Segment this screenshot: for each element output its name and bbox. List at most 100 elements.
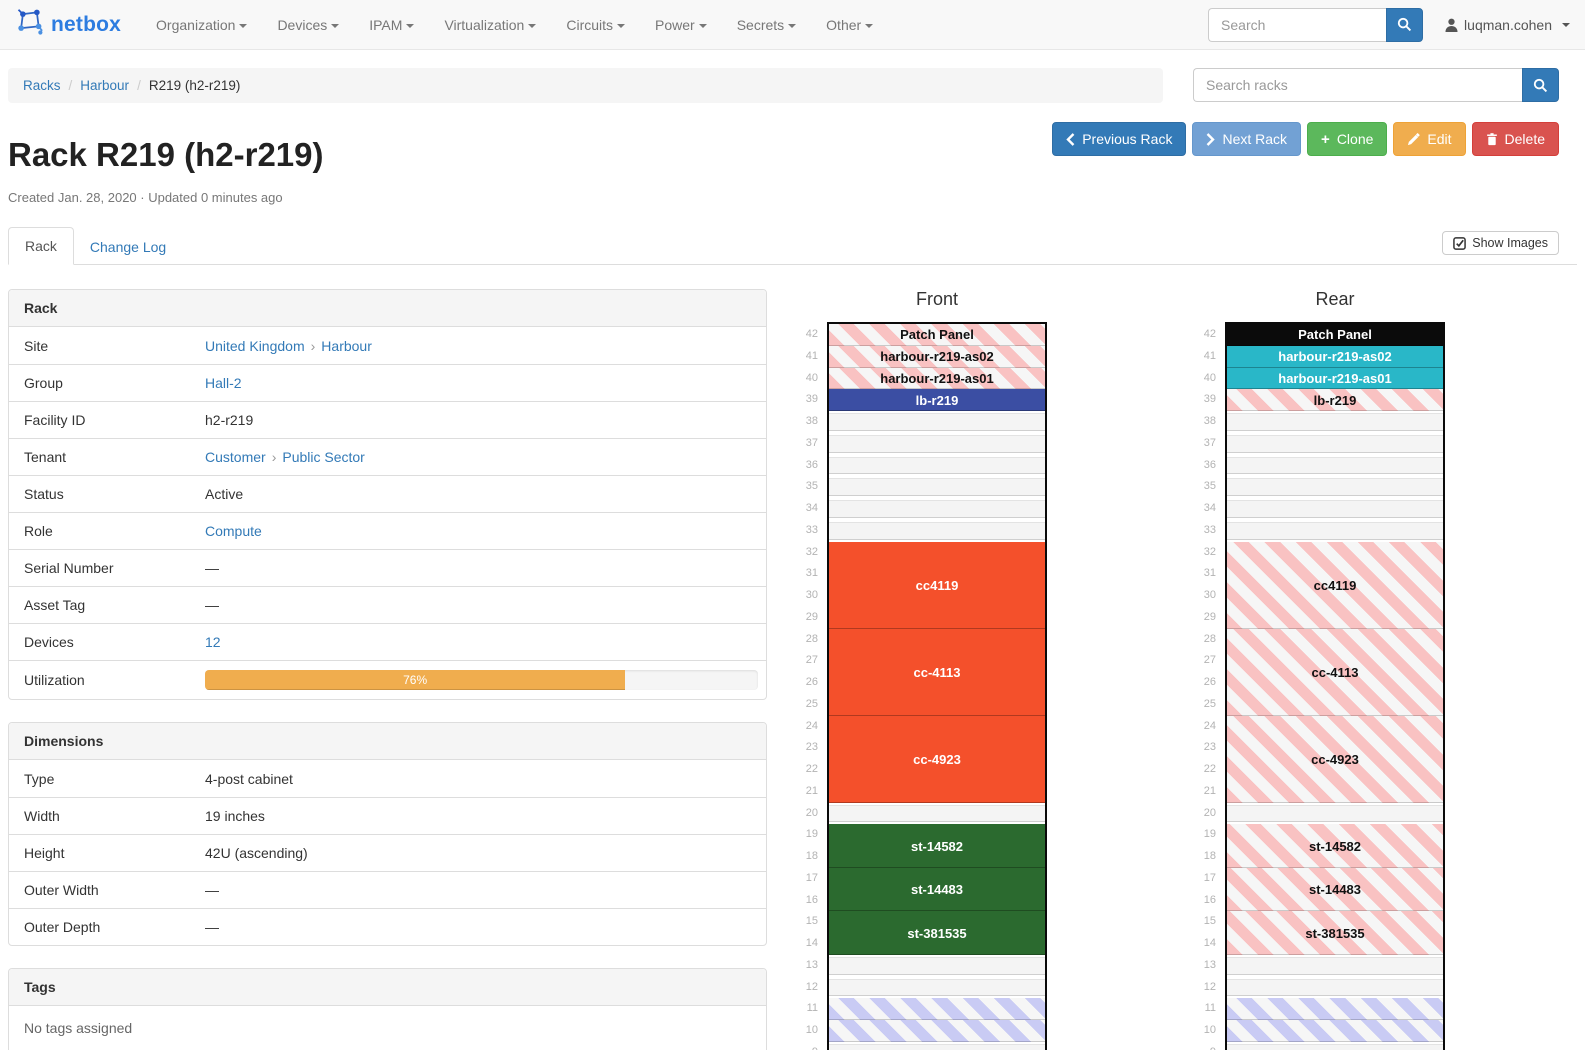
- user-menu[interactable]: luqman.cohen: [1445, 17, 1570, 33]
- rack-unit-reserved-u10[interactable]: [829, 1020, 1045, 1042]
- rack-unit-lb-r219[interactable]: lb-r219: [1227, 389, 1443, 411]
- value-link-public-sector[interactable]: Public Sector: [282, 449, 365, 465]
- rack-unit-st-381535[interactable]: st-381535: [829, 911, 1045, 955]
- rack-unit-harbour-r219-as01[interactable]: harbour-r219-as01: [829, 367, 1045, 390]
- value-link-12[interactable]: 12: [205, 634, 221, 650]
- detail-row-group: Group Hall-2: [9, 364, 766, 401]
- rack-unit-empty-u20[interactable]: [829, 803, 1045, 825]
- breadcrumb-link-harbour[interactable]: Harbour: [80, 78, 130, 93]
- rack-unit-empty-u13[interactable]: [1227, 955, 1443, 977]
- rack-unit-cc-4923[interactable]: cc-4923: [1227, 715, 1443, 803]
- rack-unit-empty-u35[interactable]: [1227, 476, 1443, 498]
- rack-unit-st-381535[interactable]: st-381535: [1227, 911, 1443, 955]
- chevron-down-icon: [331, 23, 340, 28]
- detail-label: Facility ID: [24, 412, 86, 428]
- rack-unit-st-14483[interactable]: st-14483: [829, 867, 1045, 912]
- netbox-logo[interactable]: netbox: [15, 8, 121, 41]
- unit-number: 26: [1203, 676, 1216, 688]
- nav-item-other[interactable]: Other: [811, 0, 888, 50]
- breadcrumb-link-racks[interactable]: Racks: [23, 78, 61, 93]
- unit-number: 12: [805, 980, 818, 993]
- detail-row-outer-width: Outer Width —: [9, 871, 766, 908]
- rack-unit-harbour-r219-as02[interactable]: harbour-r219-as02: [829, 345, 1045, 368]
- rack-unit-harbour-r219-as01[interactable]: harbour-r219-as01: [1227, 367, 1443, 390]
- clone-button[interactable]: + Clone: [1307, 122, 1388, 156]
- value-link-harbour[interactable]: Harbour: [321, 337, 372, 354]
- rack-unit-cc4119[interactable]: cc4119: [1227, 541, 1443, 629]
- rack-unit-empty-u20[interactable]: [1227, 803, 1443, 825]
- rack-unit-st-14483[interactable]: st-14483: [1227, 867, 1443, 912]
- trash-icon: [1486, 132, 1497, 145]
- unit-number: 38: [1203, 415, 1216, 427]
- empty-slot: [1227, 978, 1443, 997]
- nav-item-secrets[interactable]: Secrets: [722, 0, 811, 50]
- unit-number: 22: [805, 763, 818, 775]
- nav-item-organization[interactable]: Organization: [141, 0, 262, 50]
- rack-unit-reserved-u11[interactable]: [829, 998, 1045, 1020]
- unit-number: 25: [805, 697, 818, 710]
- value-text: 42U (ascending): [205, 845, 308, 861]
- rack-unit-empty-u33[interactable]: [1227, 520, 1443, 542]
- unit-number: 23: [805, 741, 818, 754]
- value-link-hall-2[interactable]: Hall-2: [205, 375, 242, 391]
- rack-unit-reserved-u11[interactable]: [1227, 998, 1443, 1020]
- rack-unit-st-14582[interactable]: st-14582: [1227, 824, 1443, 868]
- edit-button[interactable]: Edit: [1393, 122, 1466, 156]
- rack-unit-patch-panel[interactable]: Patch Panel: [1227, 324, 1443, 346]
- unit-number: 30: [1203, 589, 1216, 601]
- rack-unit-empty-u12[interactable]: [1227, 977, 1443, 999]
- rack-unit-harbour-r219-as02[interactable]: harbour-r219-as02: [1227, 345, 1443, 368]
- rack-unit-cc-4113[interactable]: cc-4113: [1227, 628, 1443, 716]
- rack-unit-empty-u34[interactable]: [1227, 498, 1443, 520]
- rack-search-input[interactable]: [1193, 68, 1522, 102]
- tab-change-log[interactable]: Change Log: [89, 239, 167, 255]
- nav-item-power[interactable]: Power: [640, 0, 722, 50]
- empty-slot: [1227, 1043, 1443, 1050]
- rack-unit-empty-u38[interactable]: [829, 411, 1045, 433]
- global-search-input[interactable]: [1208, 7, 1387, 42]
- rack-unit-empty-u37[interactable]: [1227, 433, 1443, 455]
- rack-unit-empty-u37[interactable]: [829, 433, 1045, 455]
- rack-unit-reserved-u10[interactable]: [1227, 1020, 1443, 1042]
- rack-unit-lb-r219[interactable]: lb-r219: [829, 389, 1045, 411]
- rack-unit-label: st-14582: [910, 838, 964, 854]
- rack-unit-empty-u12[interactable]: [829, 977, 1045, 999]
- next-rack-button[interactable]: Next Rack: [1192, 122, 1302, 156]
- rack-unit-empty-u36[interactable]: [829, 455, 1045, 477]
- rack-unit-patch-panel[interactable]: Patch Panel: [829, 324, 1045, 346]
- nav-item-circuits[interactable]: Circuits: [551, 0, 640, 50]
- rack-unit-cc-4113[interactable]: cc-4113: [829, 628, 1045, 716]
- show-images-button[interactable]: Show Images: [1442, 231, 1559, 255]
- value-link-compute[interactable]: Compute: [205, 523, 262, 539]
- rack-unit-empty-u35[interactable]: [829, 476, 1045, 498]
- value-link-customer[interactable]: Customer: [205, 449, 266, 465]
- previous-rack-button[interactable]: Previous Rack: [1052, 122, 1187, 156]
- rack-unit-empty-u34[interactable]: [829, 498, 1045, 520]
- unit-number: 40: [805, 371, 818, 384]
- rack-unit-empty-u9[interactable]: [829, 1042, 1045, 1050]
- unit-number: 14: [1203, 937, 1216, 949]
- unit-number: 10: [805, 1024, 818, 1036]
- detail-label: Outer Width: [24, 882, 99, 898]
- rack-unit-cc4119[interactable]: cc4119: [829, 541, 1045, 629]
- nav-item-devices[interactable]: Devices: [262, 0, 354, 50]
- rack-unit-empty-u9[interactable]: [1227, 1042, 1443, 1050]
- rack-unit-empty-u13[interactable]: [829, 955, 1045, 977]
- tab-rack[interactable]: Rack: [8, 227, 74, 265]
- rack-unit-cc-4923[interactable]: cc-4923: [829, 715, 1045, 803]
- rack-search-button[interactable]: [1522, 68, 1559, 102]
- nav-item-ipam[interactable]: IPAM: [354, 0, 429, 50]
- global-search-button[interactable]: [1386, 7, 1424, 42]
- rack-unit-empty-u36[interactable]: [1227, 455, 1443, 477]
- rack-unit-empty-u33[interactable]: [829, 520, 1045, 542]
- nav-item-virtualization[interactable]: Virtualization: [429, 0, 551, 50]
- unit-number: 40: [1203, 371, 1216, 384]
- unit-number: 9: [795, 1042, 827, 1050]
- rack-unit-label: st-14582: [1308, 838, 1362, 854]
- rack-unit-st-14582[interactable]: st-14582: [829, 824, 1045, 868]
- detail-value: 4-post cabinet: [205, 771, 758, 787]
- dimensions-panel-title: Dimensions: [9, 723, 766, 760]
- delete-button[interactable]: Delete: [1471, 122, 1559, 156]
- rack-unit-empty-u38[interactable]: [1227, 411, 1443, 433]
- value-link-united-kingdom[interactable]: United Kingdom: [205, 337, 305, 354]
